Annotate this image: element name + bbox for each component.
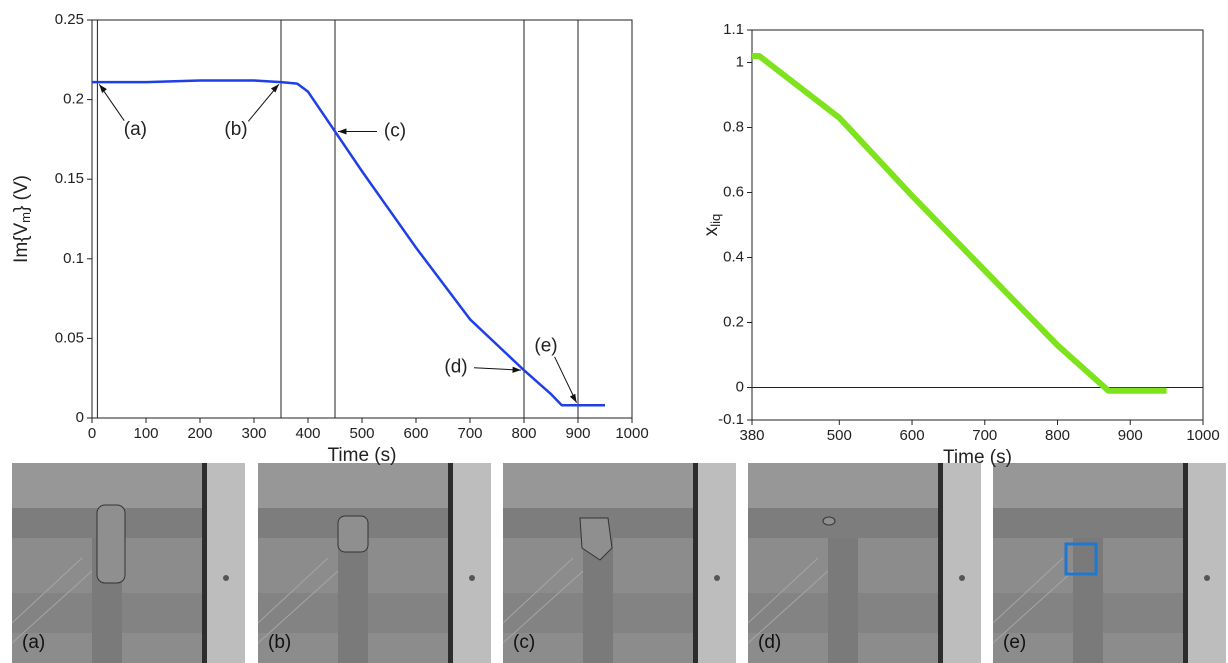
y-axis-label-part: liq: [708, 214, 723, 227]
annotation-label: (a): [124, 119, 147, 140]
micrograph: [11, 462, 246, 663]
x-tick-label: 300: [241, 425, 266, 442]
x-tick-label: 800: [1045, 427, 1070, 444]
panel-label: (b): [268, 632, 291, 653]
x-tick-label: 600: [900, 427, 925, 444]
annotation-label: (c): [384, 120, 406, 141]
x-tick-label: 380: [739, 427, 764, 444]
plot-frame: [91, 19, 633, 419]
y-tick-label: 1.1: [723, 21, 744, 38]
x-tick-label: 700: [972, 427, 997, 444]
y-tick-label: 0: [736, 378, 744, 395]
annotation-label: (b): [224, 119, 247, 140]
x-tick-label: 700: [457, 425, 482, 442]
x-axis-label: Time (s): [328, 445, 397, 466]
plot-frame: [751, 29, 1204, 421]
y-axis-label-part: m: [18, 212, 33, 223]
y-axis-label-part: x: [701, 226, 722, 236]
y-tick-label: 0.4: [723, 248, 744, 265]
micrograph: [992, 462, 1227, 663]
y-tick-label: 1: [736, 53, 744, 70]
data-line: [92, 79, 605, 407]
x-tick-label: 900: [565, 425, 590, 442]
y-axis-label: Im{Vm} (V): [11, 175, 33, 263]
x-tick-label: 900: [1118, 427, 1143, 444]
y-tick-label: 0.1: [63, 250, 84, 267]
annotation-arrowhead: [338, 128, 347, 135]
data-line: [752, 53, 1167, 394]
y-axis-label-part: } (V): [11, 175, 32, 212]
annotation-arrow: [554, 356, 578, 403]
annotation-arrowhead: [99, 84, 107, 93]
x-tick-label: 0: [88, 425, 96, 442]
y-tick-label: 0: [76, 409, 84, 426]
y-tick-label: 0.2: [63, 91, 84, 108]
y-axis-label: xliq: [701, 214, 723, 237]
y-tick-label: 0.6: [723, 183, 744, 200]
x-tick-label: 200: [187, 425, 212, 442]
micrograph: [502, 462, 737, 663]
panel-label: (d): [758, 632, 781, 653]
x-tick-label: 1000: [615, 425, 648, 442]
y-axis-label-part: Im{V: [11, 223, 32, 263]
y-tick-label: 0.05: [55, 329, 84, 346]
x-tick-label: 600: [403, 425, 428, 442]
x-tick-label: 800: [511, 425, 536, 442]
x-tick-label: 500: [349, 425, 374, 442]
panel-label: (e): [1003, 632, 1026, 653]
annotation-arrowhead: [569, 393, 577, 403]
annotation-label: (d): [444, 356, 467, 377]
y-tick-label: 0.8: [723, 118, 744, 135]
micrograph: [257, 462, 492, 663]
annotation-label: (e): [534, 335, 557, 356]
x-axis-label: Time (s): [943, 447, 1012, 468]
panel-label: (c): [513, 632, 535, 653]
annotation-arrowhead: [270, 84, 279, 93]
x-tick-label: 500: [827, 427, 852, 444]
y-tick-label: -0.1: [718, 411, 744, 428]
y-tick-label: 0.25: [55, 11, 84, 28]
x-tick-label: 1000: [1186, 427, 1219, 444]
panel-label: (a): [22, 632, 45, 653]
annotation-arrowhead: [512, 366, 522, 373]
y-tick-label: 0.2: [723, 313, 744, 330]
x-tick-label: 100: [133, 425, 158, 442]
micrograph: [747, 462, 982, 663]
y-tick-label: 0.15: [55, 170, 84, 187]
x-tick-label: 400: [295, 425, 320, 442]
